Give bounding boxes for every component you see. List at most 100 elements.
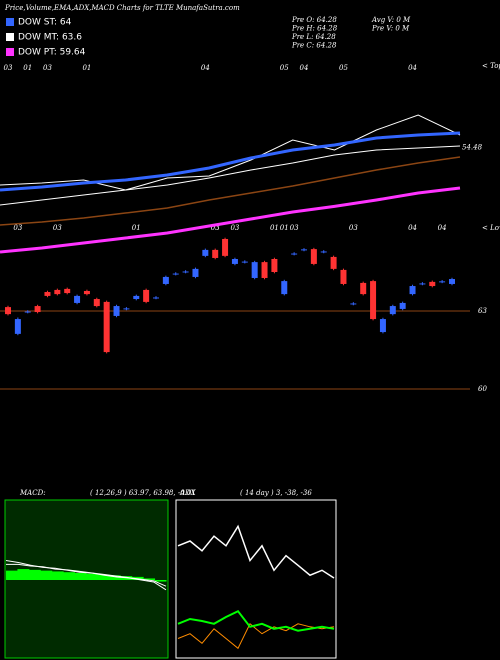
legend-label: DOW MT: 63.6 [18, 33, 82, 43]
panel-subtitle: ( 14 day ) 3, -38, -36 [240, 489, 312, 497]
candle-body [281, 281, 288, 295]
candle-body [192, 268, 199, 277]
candle-body [222, 238, 229, 256]
candle-body [261, 262, 268, 278]
candle-body [379, 319, 386, 333]
low-label: 03 [230, 224, 239, 232]
top-label: 04 [201, 64, 210, 72]
histogram-bar [17, 569, 30, 580]
histogram-bar [63, 572, 76, 580]
histogram-bar [74, 572, 87, 580]
top-label: 05 [339, 64, 348, 72]
top-label: 04 [408, 64, 417, 72]
candle-body [399, 302, 406, 309]
low-label: 01 [280, 224, 289, 232]
candle-body [74, 295, 81, 303]
candle-body [83, 290, 90, 295]
histogram-bar [6, 570, 18, 580]
histogram-bar [97, 574, 110, 580]
low-label: 03 [211, 224, 220, 232]
candle-body [231, 259, 238, 264]
panel-title: ADX [179, 489, 197, 497]
candle-body [14, 319, 21, 334]
candle-body [212, 249, 219, 258]
low-label: 03 [13, 224, 22, 232]
series-line [0, 145, 461, 206]
info-text: Pre C: 64.28 [291, 42, 337, 50]
candle-body [153, 297, 159, 299]
low-label: 04 [408, 224, 417, 232]
candle-body [54, 289, 61, 295]
top-label: 03 [43, 64, 52, 72]
candle-body [44, 292, 51, 296]
candle-body [419, 283, 426, 285]
y-tick-label: 54.48 [462, 143, 483, 151]
candle-body [24, 311, 31, 313]
legend-swatch [6, 48, 14, 56]
info-text: Pre O: 64.28 [291, 16, 337, 24]
candle-body [64, 288, 71, 294]
legend-label: DOW PT: 59.64 [18, 48, 86, 58]
candle-body [340, 269, 347, 284]
candle-body [5, 307, 11, 315]
histogram-bar [154, 580, 167, 582]
candle-body [291, 253, 298, 255]
candle-body [123, 308, 130, 310]
top-label: 04 [300, 64, 309, 72]
series-line [0, 131, 461, 192]
series-line [6, 563, 167, 587]
series-line [0, 156, 461, 226]
low-label: 03 [290, 224, 299, 232]
info-text: Pre H: 64.28 [291, 25, 338, 33]
candle-body [93, 299, 100, 307]
candle-body [301, 249, 307, 251]
low-label: 03 [53, 224, 62, 232]
series-line [177, 609, 335, 632]
candle-body [182, 271, 189, 273]
top-label: 01 [23, 64, 32, 72]
candle-body [370, 281, 377, 320]
histogram-bar [51, 571, 64, 580]
candle-body [34, 306, 41, 313]
y-tick-label: 63 [478, 307, 487, 315]
candle-body [172, 273, 179, 275]
candle-body [360, 282, 367, 295]
candle-body [439, 281, 446, 283]
panel-subtitle: ( 12,26,9 ) 63.97, 63.98, -0.01 [90, 489, 196, 497]
low-label: 03 [349, 224, 358, 232]
low-label: 04 [438, 224, 447, 232]
y-tick-label: 60 [478, 385, 487, 393]
top-label: 05 [280, 64, 289, 72]
info-text: Pre V: 0 M [371, 25, 410, 33]
tops-label: < Tops [482, 62, 500, 70]
candle-body [103, 301, 110, 353]
histogram-bar [86, 573, 98, 580]
histogram-bar [143, 578, 156, 580]
series-line [177, 623, 335, 650]
candle-body [241, 261, 248, 263]
panel [175, 499, 337, 659]
histogram-bar [40, 570, 53, 580]
candle-body [162, 276, 169, 284]
candle-body [133, 295, 140, 300]
candle-body [251, 262, 258, 278]
candle-body [320, 251, 327, 253]
candle-body [350, 303, 357, 305]
candle-body [429, 281, 436, 287]
candle-body [409, 286, 416, 295]
candle-body [202, 249, 209, 256]
low-label: 01 [132, 224, 141, 232]
candle-body [143, 289, 150, 302]
legend-swatch [6, 33, 14, 41]
candle-body [113, 306, 120, 316]
lows-label: < Lows [482, 224, 500, 232]
info-text: Pre L: 64.28 [291, 33, 336, 41]
top-label: 01 [82, 64, 91, 72]
candle-body [310, 249, 317, 264]
histogram-bar [28, 569, 41, 580]
info-text: Avg V: 0 M [371, 16, 411, 24]
candle-body [271, 259, 278, 272]
low-label: 01 [270, 224, 279, 232]
chart-title: Price,Volume,EMA,ADX,MACD Charts for TLT… [4, 4, 240, 12]
legend-swatch [6, 18, 14, 26]
